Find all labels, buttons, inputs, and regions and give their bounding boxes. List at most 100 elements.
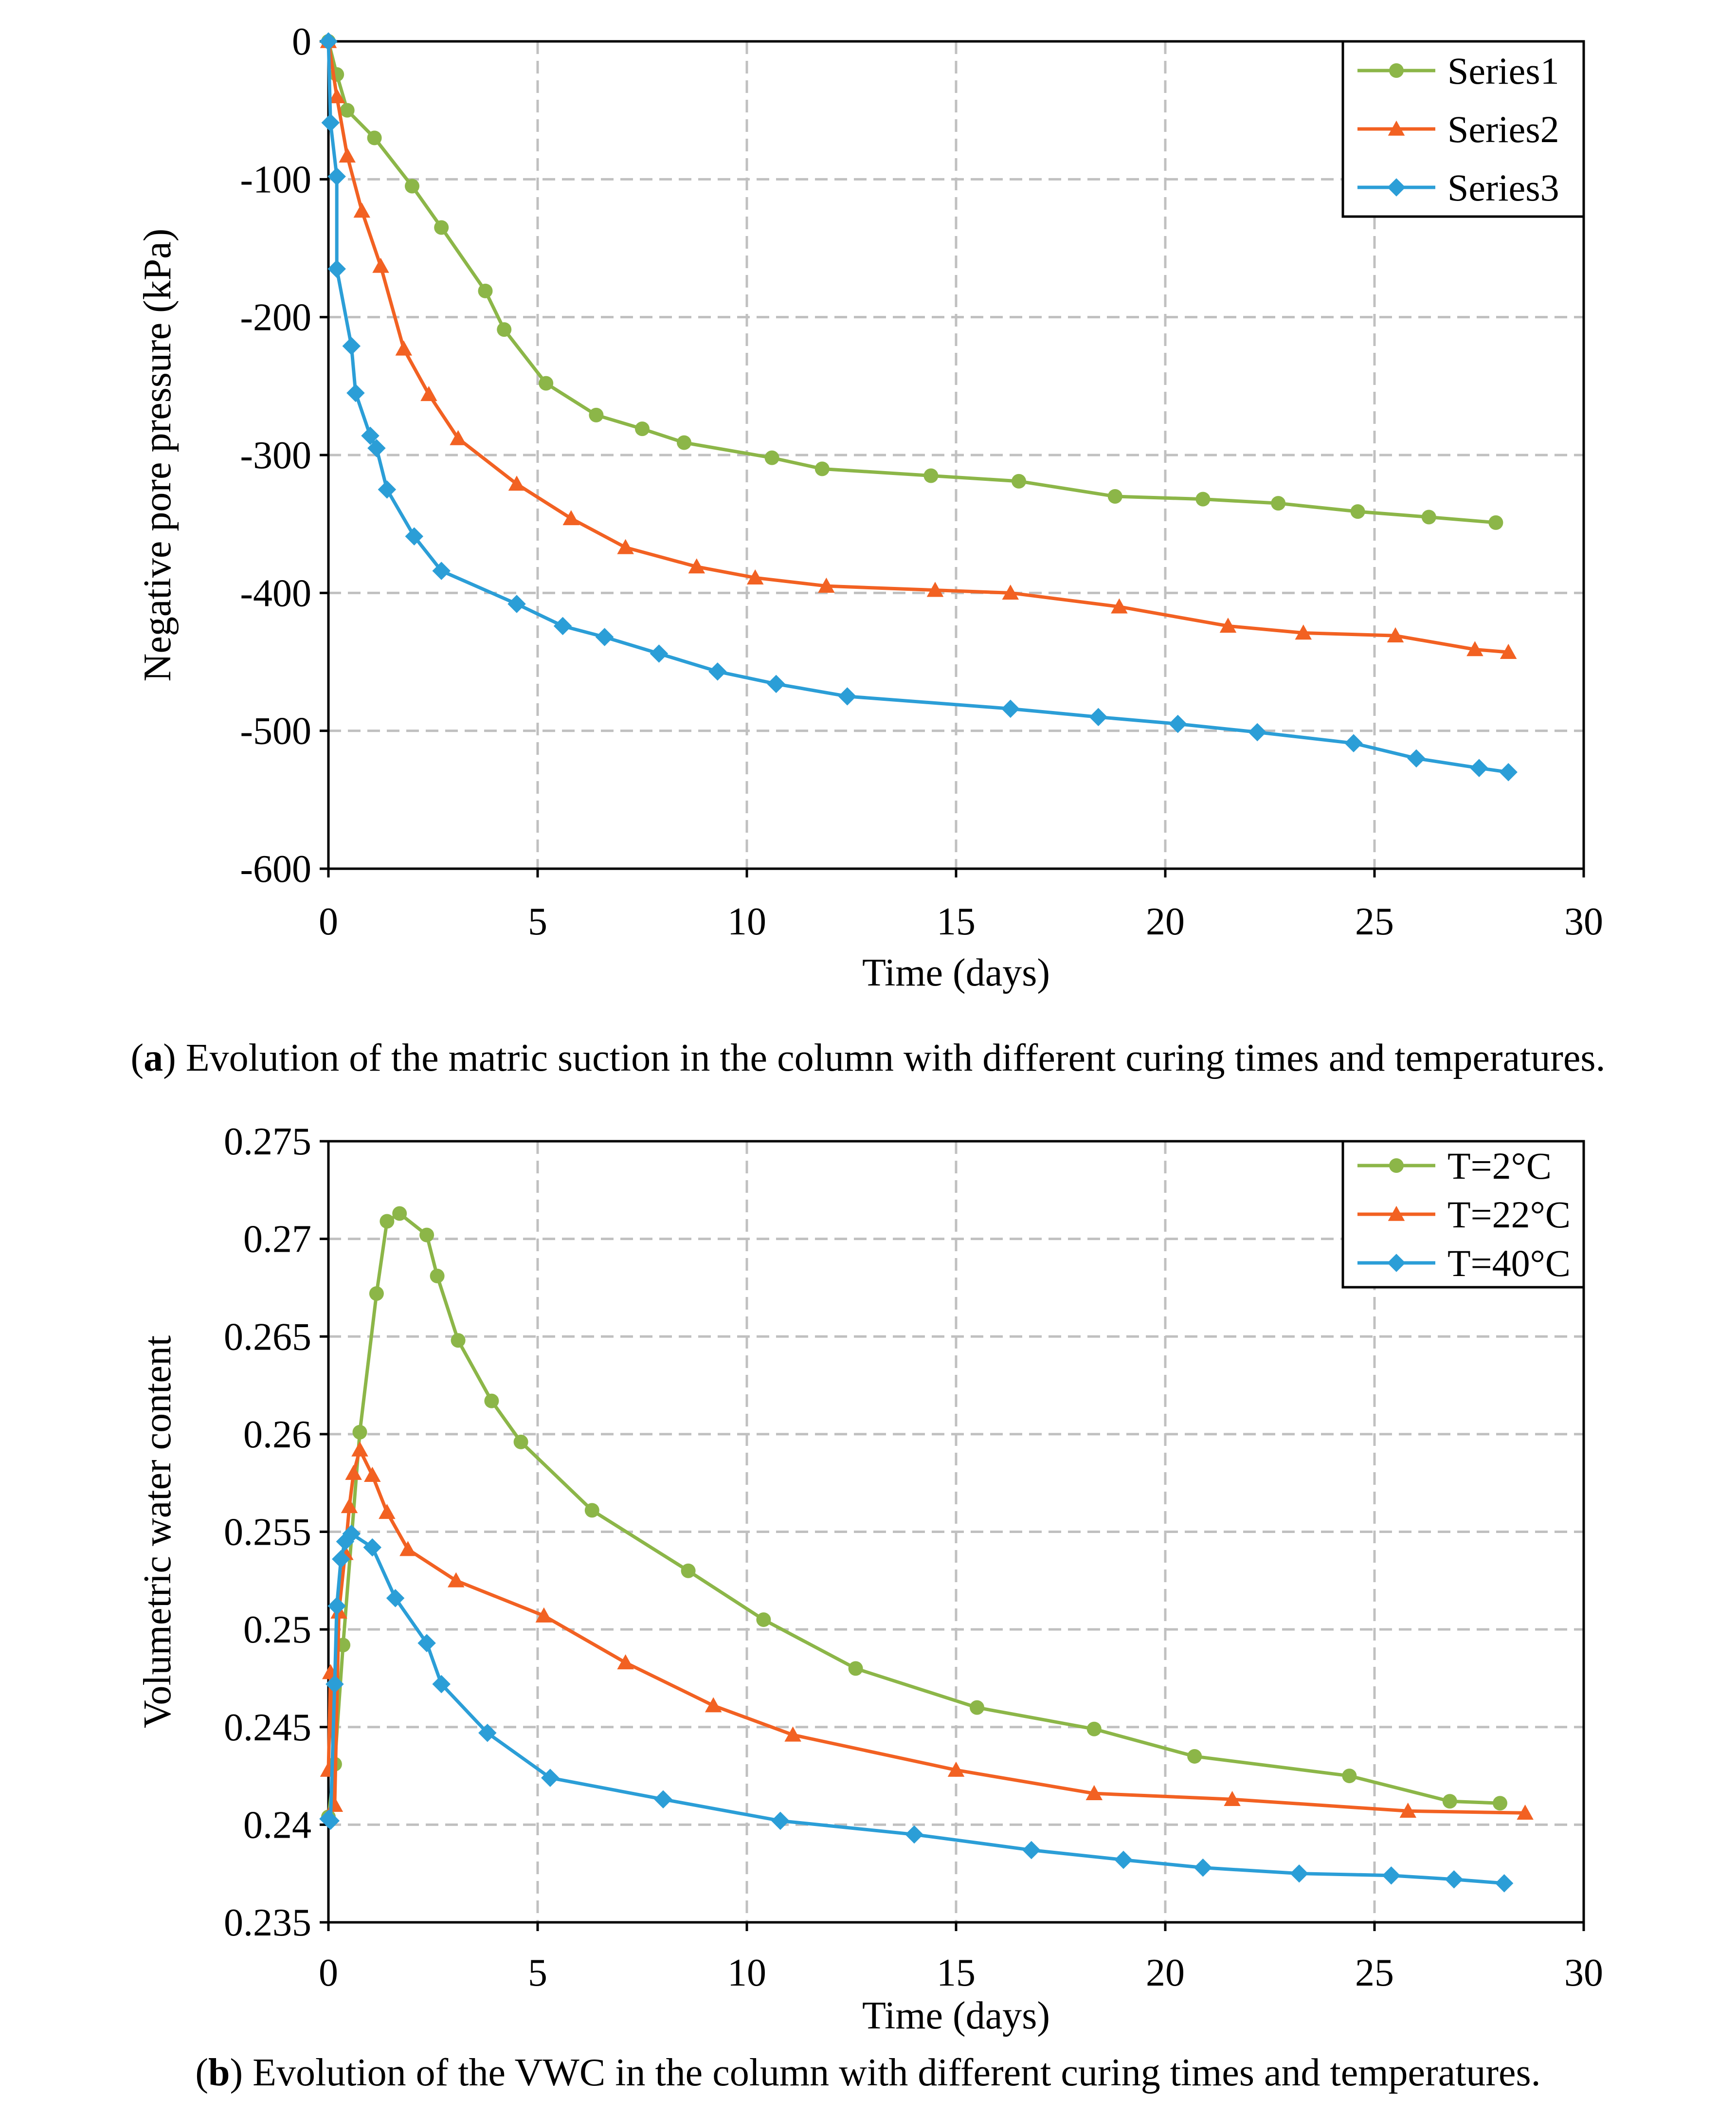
y-tick-label: 0.27 (243, 1218, 311, 1261)
data-point (321, 113, 340, 132)
data-point (478, 283, 493, 298)
data-point (1442, 1794, 1457, 1809)
x-tick-label: 20 (1146, 1952, 1185, 1994)
data-point (386, 1589, 405, 1607)
data-point (562, 510, 580, 526)
legend-entry: T=2°C (1447, 1145, 1552, 1187)
caption-letter: a (144, 1037, 163, 1079)
data-point (756, 1612, 771, 1627)
legend-entry: T=22°C (1447, 1193, 1571, 1236)
data-point (399, 1541, 416, 1556)
data-point (705, 1697, 722, 1713)
data-point (327, 1597, 346, 1615)
data-point (450, 430, 467, 445)
data-point (708, 662, 727, 681)
y-tick-label: -100 (240, 158, 311, 201)
x-tick-label: 15 (937, 900, 976, 943)
data-point (654, 1790, 672, 1808)
legend-entry: Series1 (1447, 50, 1559, 92)
y-axis-label: Negative pore pressure (kPa) (136, 229, 179, 682)
figure-caption: (b) Evolution of the VWC in the column w… (195, 2051, 1540, 2094)
data-point (451, 1333, 466, 1348)
data-point (1388, 1205, 1405, 1221)
y-axis-label: Volumetric water content (136, 1335, 179, 1728)
data-point (746, 569, 764, 584)
caption-paren: ) (230, 2051, 243, 2094)
data-point (1382, 1866, 1401, 1885)
data-point (342, 1524, 361, 1543)
data-point (332, 1550, 350, 1569)
x-tick-label: 30 (1564, 1952, 1603, 1994)
data-point (764, 450, 779, 465)
data-point (1248, 723, 1266, 742)
x-axis-label: Time (days) (862, 1994, 1050, 2037)
y-tick-label: -300 (240, 434, 311, 477)
y-tick-label: 0.25 (243, 1608, 311, 1651)
data-point (1399, 1803, 1417, 1818)
series-line (326, 41, 1509, 654)
data-point (541, 1769, 560, 1787)
x-tick-label: 15 (937, 1952, 976, 1994)
data-point (848, 1661, 863, 1676)
data-point (1002, 584, 1019, 600)
data-point (1387, 178, 1406, 197)
data-point (417, 1634, 436, 1652)
data-point (814, 461, 830, 476)
x-tick-label: 0 (319, 900, 338, 943)
data-point (326, 1675, 344, 1694)
data-point (484, 1393, 499, 1408)
data-point (1001, 699, 1020, 718)
data-point (1290, 1864, 1308, 1883)
data-point (513, 1434, 528, 1449)
data-point (1500, 643, 1517, 659)
y-tick-label: -400 (240, 572, 311, 615)
data-point (1342, 1769, 1357, 1784)
data-point (535, 1607, 553, 1623)
data-point (1517, 1805, 1534, 1820)
x-tick-label: 10 (727, 1952, 766, 1994)
series-2 (320, 33, 1517, 659)
data-point (364, 1466, 381, 1482)
data-point (369, 1286, 384, 1301)
data-point (970, 1700, 984, 1715)
x-tick-label: 30 (1564, 900, 1603, 943)
data-point (1466, 641, 1483, 657)
data-point (595, 628, 614, 646)
data-point (353, 202, 371, 218)
figure-caption: (a) Evolution of the matric suction in t… (130, 1037, 1605, 1079)
x-tick-label: 25 (1355, 1952, 1394, 1994)
data-point (1089, 708, 1108, 727)
x-tick-label: 5 (528, 900, 547, 943)
data-point (361, 426, 380, 445)
data-point (1187, 1749, 1202, 1764)
data-point (448, 1572, 465, 1588)
data-point (351, 1441, 368, 1457)
data-point (395, 340, 413, 356)
caption-text: Evolution of the VWC in the column with … (243, 2051, 1541, 2094)
data-point (635, 421, 650, 437)
caption-text: Evolution of the matric suction in the c… (176, 1037, 1606, 1079)
data-point (905, 1825, 923, 1844)
data-point (363, 1538, 382, 1557)
data-point (1407, 749, 1426, 768)
data-point (1169, 714, 1187, 733)
legend-entry: Series2 (1447, 108, 1559, 150)
y-tick-label: -500 (240, 710, 311, 753)
y-tick-label: -600 (240, 848, 311, 891)
legend-entry: T=40°C (1447, 1242, 1571, 1284)
data-point (947, 1761, 965, 1777)
series-3 (319, 32, 1518, 782)
caption-paren: ) (163, 1037, 176, 1079)
data-point (352, 1424, 367, 1440)
data-point (419, 1227, 434, 1242)
data-point (1495, 1874, 1514, 1893)
data-point (771, 1811, 790, 1830)
data-point (1389, 63, 1404, 78)
data-point (553, 617, 572, 636)
x-tick-label: 20 (1146, 900, 1185, 943)
data-point (346, 383, 365, 402)
data-point (1086, 1721, 1102, 1736)
chart-b: 0 5 10 15 20 25 30 0.235 0.24 0.245 0.25 0.255 0.26 0… (136, 1120, 1603, 2094)
data-point (508, 475, 525, 491)
